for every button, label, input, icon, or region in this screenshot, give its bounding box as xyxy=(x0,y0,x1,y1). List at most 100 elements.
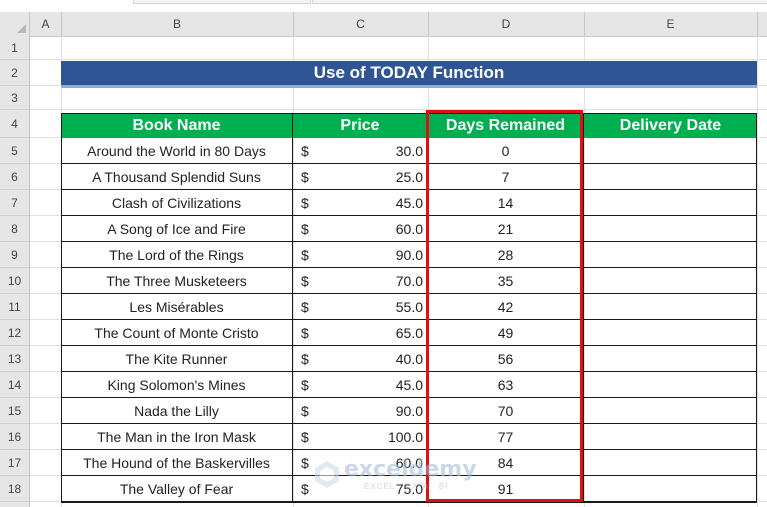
price-cell[interactable]: $90.0 xyxy=(293,242,428,268)
tab-strip-item[interactable] xyxy=(312,0,767,4)
row-header-5[interactable]: 5 xyxy=(0,138,29,164)
book-name-cell[interactable]: The Hound of the Baskervilles xyxy=(61,450,293,476)
price-amount: 30.0 xyxy=(395,143,423,159)
row-header-8[interactable]: 8 xyxy=(0,216,29,242)
price-amount: 65.0 xyxy=(395,325,423,341)
book-name-cell[interactable]: The Count of Monte Cristo xyxy=(61,320,293,346)
days-remained-cell[interactable]: 70 xyxy=(428,398,584,424)
days-remained-cell[interactable]: 63 xyxy=(428,372,584,398)
days-remained-cell[interactable]: 56 xyxy=(428,346,584,372)
row-header-10[interactable]: 10 xyxy=(0,268,29,294)
row-header-13[interactable]: 13 xyxy=(0,346,29,372)
column-header-d[interactable]: D xyxy=(428,12,585,36)
exceldemy-watermark: exceldemy EXCEL · DATA · BI xyxy=(310,455,477,493)
book-name-cell[interactable]: A Thousand Splendid Suns xyxy=(61,164,293,190)
select-all-triangle-icon xyxy=(17,24,26,33)
book-name-cell[interactable]: King Solomon's Mines xyxy=(61,372,293,398)
row-header-4[interactable]: 4 xyxy=(0,110,29,138)
days-remained-cell[interactable]: 28 xyxy=(428,242,584,268)
book-name-cell[interactable]: The Man in the Iron Mask xyxy=(61,424,293,450)
delivery-date-cell[interactable] xyxy=(584,268,757,294)
price-cell[interactable]: $45.0 xyxy=(293,372,428,398)
currency-symbol: $ xyxy=(301,273,309,289)
delivery-date-cell[interactable] xyxy=(584,450,757,476)
header-price[interactable]: Price xyxy=(293,113,428,138)
header-days-remained[interactable]: Days Remained xyxy=(428,113,584,138)
row-header-3[interactable]: 3 xyxy=(0,86,29,110)
days-remained-cell[interactable]: 49 xyxy=(428,320,584,346)
delivery-date-cell[interactable] xyxy=(584,190,757,216)
delivery-date-cell[interactable] xyxy=(584,398,757,424)
delivery-date-cell[interactable] xyxy=(584,424,757,450)
row-header-1[interactable]: 1 xyxy=(0,36,29,60)
price-cell[interactable]: $45.0 xyxy=(293,190,428,216)
days-remained-cell[interactable]: 14 xyxy=(428,190,584,216)
price-amount: 90.0 xyxy=(395,247,423,263)
delivery-date-cell[interactable] xyxy=(584,138,757,164)
row-header-11[interactable]: 11 xyxy=(0,294,29,320)
price-cell[interactable]: $100.0 xyxy=(293,424,428,450)
delivery-date-cell[interactable] xyxy=(584,216,757,242)
watermark-name: exceldemy xyxy=(344,457,477,482)
book-name-cell[interactable]: Nada the Lilly xyxy=(61,398,293,424)
row-header-bar: 1 2 3 4 5 6 7 8 9 10 11 12 13 14 15 16 17 18 xyxy=(0,36,30,507)
row-header-16[interactable]: 16 xyxy=(0,424,29,450)
delivery-date-cell[interactable] xyxy=(584,476,757,502)
book-name-cell[interactable]: Around the World in 80 Days xyxy=(61,138,293,164)
sheet-title[interactable]: Use of TODAY Function xyxy=(61,61,757,88)
days-remained-cell[interactable]: 0 xyxy=(428,138,584,164)
days-remained-cell[interactable]: 77 xyxy=(428,424,584,450)
column-header-a[interactable]: A xyxy=(30,12,62,36)
price-cell[interactable]: $65.0 xyxy=(293,320,428,346)
header-delivery-date[interactable]: Delivery Date xyxy=(584,113,757,138)
book-name-cell[interactable]: A Song of Ice and Fire xyxy=(61,216,293,242)
days-remained-cell[interactable]: 35 xyxy=(428,268,584,294)
header-book-name[interactable]: Book Name xyxy=(61,113,293,138)
price-cell[interactable]: $40.0 xyxy=(293,346,428,372)
book-name-cell[interactable]: The Three Musketeers xyxy=(61,268,293,294)
days-remained-cell[interactable]: 21 xyxy=(428,216,584,242)
row-header-7[interactable]: 7 xyxy=(0,190,29,216)
delivery-date-cell[interactable] xyxy=(584,346,757,372)
select-all-button[interactable] xyxy=(0,12,30,36)
gridline-vertical xyxy=(293,36,294,507)
price-cell[interactable]: $60.0 xyxy=(293,216,428,242)
row-header-2[interactable]: 2 xyxy=(0,60,29,86)
price-cell[interactable]: $25.0 xyxy=(293,164,428,190)
tab-strip-item[interactable] xyxy=(133,0,311,4)
currency-symbol: $ xyxy=(301,481,309,497)
row-header-15[interactable]: 15 xyxy=(0,398,29,424)
column-header-e[interactable]: E xyxy=(584,12,758,36)
currency-symbol: $ xyxy=(301,195,309,211)
row-header-18[interactable]: 18 xyxy=(0,476,29,502)
price-cell[interactable]: $90.0 xyxy=(293,398,428,424)
price-cell[interactable]: $55.0 xyxy=(293,294,428,320)
row-header-14[interactable]: 14 xyxy=(0,372,29,398)
delivery-date-cell[interactable] xyxy=(584,372,757,398)
book-name-cell[interactable]: The Kite Runner xyxy=(61,346,293,372)
currency-symbol: $ xyxy=(301,247,309,263)
row-header-6[interactable]: 6 xyxy=(0,164,29,190)
row-header-17[interactable]: 17 xyxy=(0,450,29,476)
row-header-9[interactable]: 9 xyxy=(0,242,29,268)
currency-symbol: $ xyxy=(301,455,309,471)
book-name-cell[interactable]: Les Misérables xyxy=(61,294,293,320)
column-header-b[interactable]: B xyxy=(61,12,294,36)
delivery-date-cell[interactable] xyxy=(584,320,757,346)
days-remained-cell[interactable]: 84 xyxy=(428,450,584,476)
book-name-cell[interactable]: The Valley of Fear xyxy=(61,476,293,502)
column-header-c[interactable]: C xyxy=(293,12,429,36)
book-name-cell[interactable]: The Lord of the Rings xyxy=(61,242,293,268)
days-remained-cell[interactable]: 7 xyxy=(428,164,584,190)
book-name-cell[interactable]: Clash of Civilizations xyxy=(61,190,293,216)
delivery-date-cell[interactable] xyxy=(584,164,757,190)
gridline-vertical xyxy=(757,36,758,507)
price-cell[interactable]: $30.0 xyxy=(293,138,428,164)
days-remained-cell[interactable]: 42 xyxy=(428,294,584,320)
delivery-date-cell[interactable] xyxy=(584,294,757,320)
row-header-12[interactable]: 12 xyxy=(0,320,29,346)
price-amount: 45.0 xyxy=(395,377,423,393)
price-cell[interactable]: $70.0 xyxy=(293,268,428,294)
delivery-date-cell[interactable] xyxy=(584,242,757,268)
currency-symbol: $ xyxy=(301,377,309,393)
